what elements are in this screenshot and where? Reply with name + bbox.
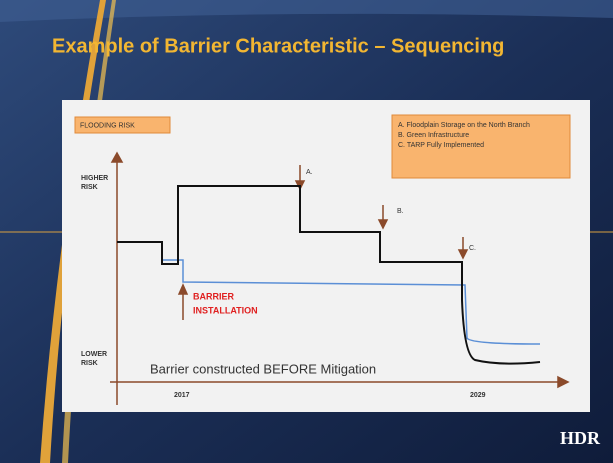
- y-low: RISK: [81, 360, 98, 367]
- y-low: LOWER: [81, 351, 107, 358]
- legend-box: [391, 114, 571, 179]
- panel-label: FLOODING RISK: [80, 122, 135, 129]
- legend-item: C. TARP Fully Implemented: [398, 142, 484, 149]
- x-axis-arrow: [557, 375, 570, 389]
- panel-label-box: [74, 116, 171, 134]
- slide-title: Example of Barrier Characteristic – Sequ…: [52, 35, 504, 57]
- barrier-label: BARRIER: [193, 291, 235, 301]
- risk-line: [117, 185, 541, 365]
- x-start: 2017: [174, 392, 190, 399]
- x-end: 2029: [470, 392, 486, 399]
- logo: HDR: [560, 428, 601, 448]
- y-axis-arrow: [110, 151, 124, 163]
- legend-item: B. Green Infrastructure: [398, 132, 469, 139]
- marker-label: A.: [306, 169, 313, 176]
- arrow-head: [177, 283, 189, 295]
- marker-label: B.: [397, 208, 404, 215]
- legend-item: A. Floodplain Storage on the North Branc…: [398, 122, 530, 129]
- y-high: HIGHER: [81, 175, 108, 182]
- top-band: [0, 0, 613, 22]
- y-high: RISK: [81, 184, 98, 191]
- caption: Barrier constructed BEFORE Mitigation: [150, 361, 376, 376]
- arrow-head: [377, 219, 389, 230]
- barrier-line: [162, 259, 541, 345]
- swoosh: [40, 0, 106, 463]
- arrow-head: [457, 249, 469, 260]
- barrier-label: INSTALLATION: [193, 305, 258, 315]
- marker-label: C.: [469, 245, 476, 252]
